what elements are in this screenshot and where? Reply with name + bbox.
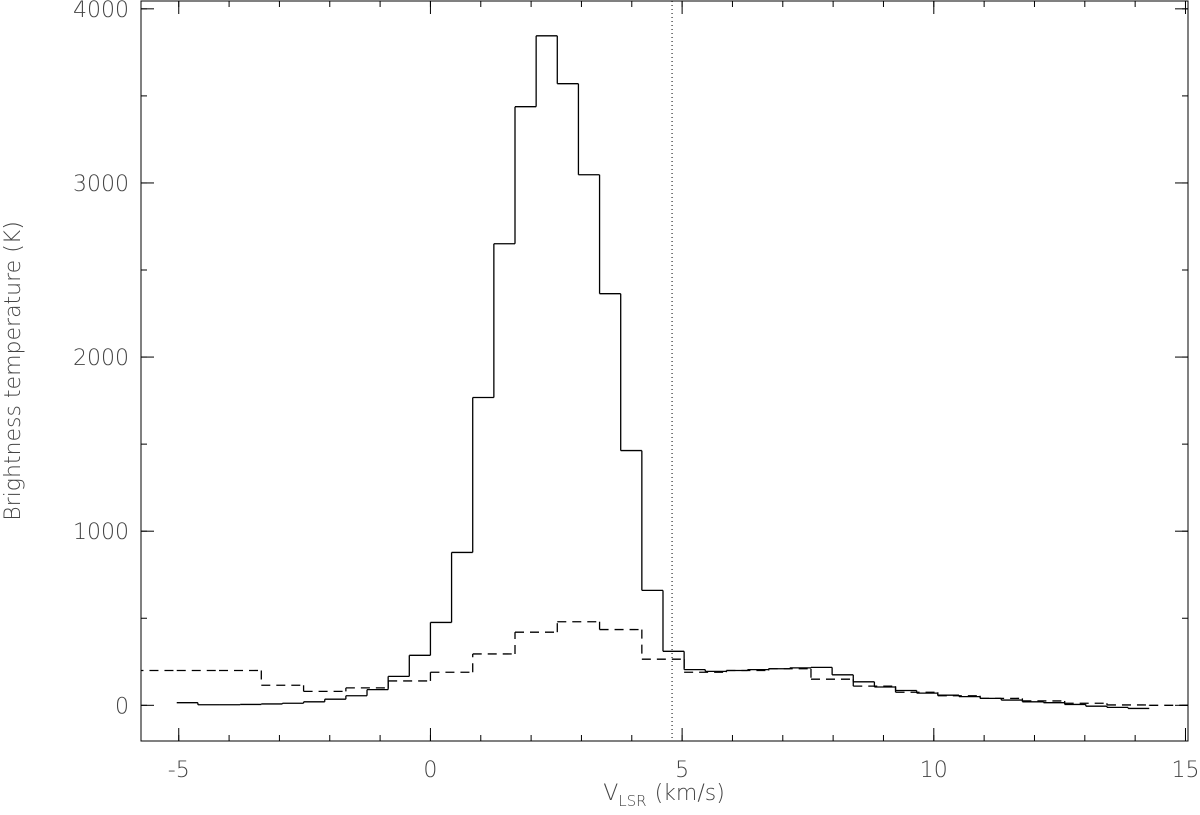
plot-data — [141, 35, 1188, 710]
x-tick-label: 0 — [423, 758, 437, 783]
x-label-unit: (km/s) — [655, 781, 725, 806]
x-tick-label: -5 — [168, 758, 190, 783]
x-tick-label: 5 — [675, 758, 689, 783]
x-tick-label: 10 — [920, 758, 948, 783]
plot-frame — [140, 0, 1189, 742]
x-tick-label: 15 — [1171, 758, 1199, 783]
x-label-sub: LSR — [618, 792, 646, 810]
x-label-main: V — [603, 781, 618, 806]
y-tick-label: 4000 — [73, 0, 129, 23]
x-axis-label: VLSR (km/s) — [603, 781, 725, 810]
y-tick-label: 1000 — [73, 520, 129, 545]
y-tick-label: 0 — [115, 694, 129, 719]
y-tick-label: 3000 — [73, 172, 129, 197]
y-axis-label: Brightness temperature (K) — [1, 221, 26, 521]
y-tick-label: 2000 — [73, 346, 129, 371]
